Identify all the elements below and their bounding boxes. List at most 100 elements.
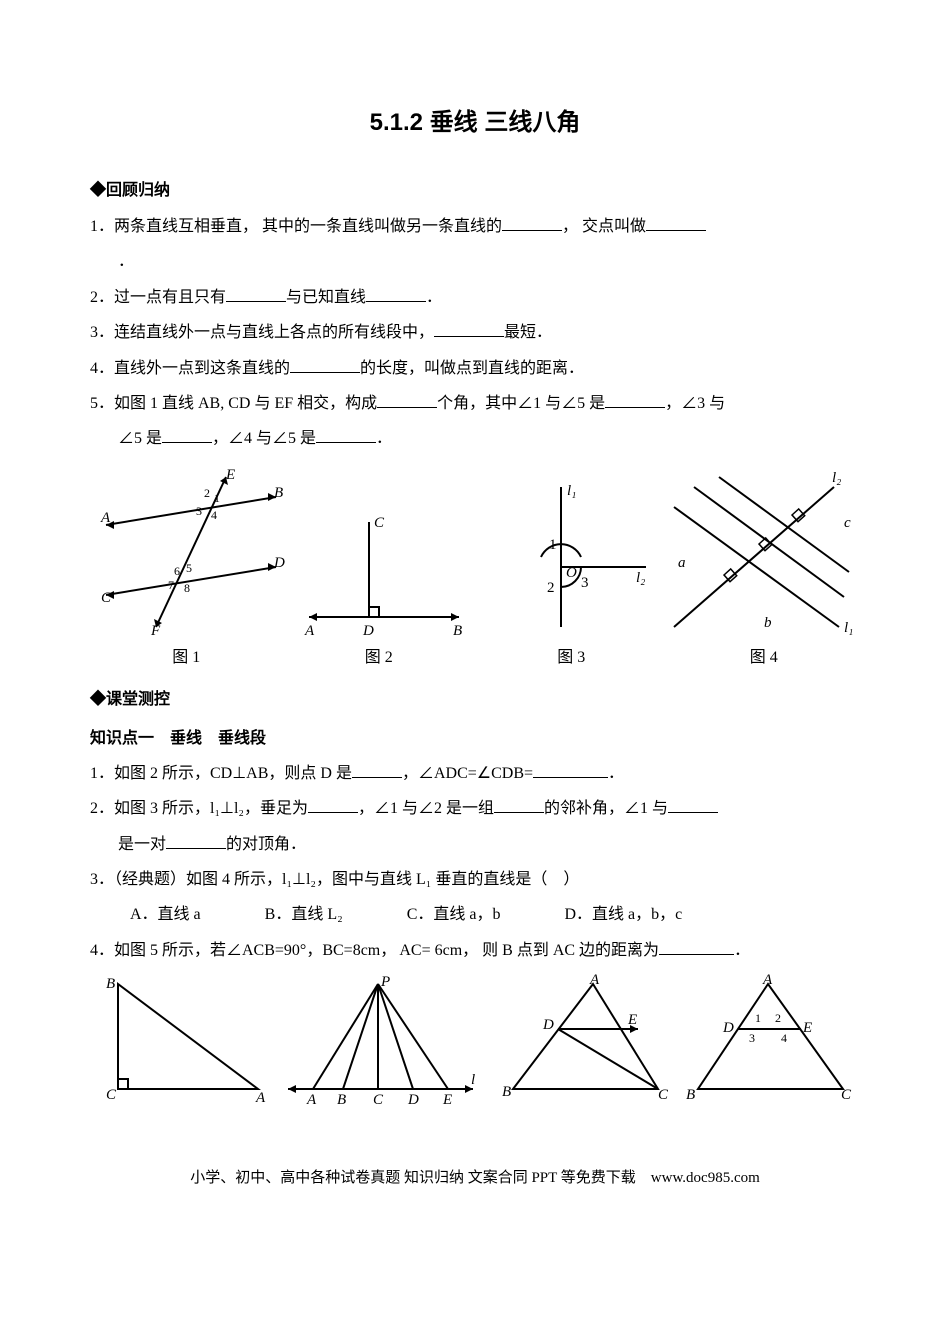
option-a: A．直线 a — [130, 900, 201, 930]
svg-text:3: 3 — [749, 1031, 755, 1045]
test-q3: 3．（经典题）如图 4 所示，l₁⊥l₂，图中与直线 L₁ 垂直的直线是（ ） — [90, 865, 860, 895]
svg-text:P: P — [380, 974, 390, 990]
text: 的邻补角，∠1 与 — [544, 800, 668, 817]
text: 个角，其中∠1 与∠5 是 — [437, 395, 605, 412]
svg-text:2: 2 — [547, 580, 555, 596]
page-footer: 小学、初中、高中各种试卷真题 知识归纳 文案合同 PPT 等免费下载 www.d… — [90, 1164, 860, 1193]
blank — [494, 796, 544, 813]
svg-text:C: C — [106, 1087, 117, 1103]
text: ，∠ADC=∠CDB= — [402, 765, 533, 782]
figure-3: l₁ l₂ O 1 2 3 — [481, 477, 651, 637]
review-q2: 2．过一点有且只有与已知直线． — [90, 283, 860, 313]
svg-text:C: C — [841, 1087, 852, 1103]
svg-text:3: 3 — [581, 575, 589, 591]
svg-text:A: A — [762, 974, 773, 988]
blank — [166, 832, 226, 849]
svg-text:c: c — [844, 515, 851, 531]
section-review-head: ◆回顾归纳 — [90, 176, 860, 206]
blank — [352, 761, 402, 778]
caption-fig3: 图 3 — [475, 643, 668, 673]
option-c: C．直线 a，b — [407, 900, 501, 930]
test-q4: 4．如图 5 所示，若∠ACB=90°，BC=8cm， AC= 6cm， 则 B… — [90, 936, 860, 966]
svg-text:A: A — [306, 1092, 317, 1104]
review-q5-cont: ∠5 是，∠4 与∠5 是． — [118, 424, 860, 454]
svg-text:F: F — [150, 623, 161, 637]
svg-text:1: 1 — [214, 491, 220, 505]
text: 是一对 — [118, 836, 166, 853]
svg-text:D: D — [542, 1017, 554, 1033]
figure-7: A B C D E — [498, 974, 668, 1104]
svg-text:l₁: l₁ — [567, 483, 576, 499]
text: 3．连结直线外一点与直线上各点的所有线段中， — [90, 324, 434, 341]
text: 2．过一点有且只有 — [90, 289, 226, 306]
svg-text:6: 6 — [174, 564, 180, 578]
svg-text:2: 2 — [204, 486, 210, 500]
text: 3．（经典题）如图 4 所示，l₁⊥l₂，图中与直线 L₁ 垂直的直线是（ ） — [90, 871, 579, 888]
svg-text:E: E — [627, 1012, 637, 1028]
blank — [162, 426, 212, 443]
svg-text:C: C — [101, 590, 112, 606]
blank — [659, 938, 734, 955]
svg-text:5: 5 — [186, 561, 192, 575]
section-test-head: ◆课堂测控 — [90, 685, 860, 715]
review-q4: 4．直线外一点到这条直线的的长度，叫做点到直线的距离． — [90, 354, 860, 384]
figure-row-2: B C A P A B C — [90, 974, 860, 1104]
text: 最短． — [504, 324, 552, 341]
text: ． — [426, 289, 442, 306]
text: ∠5 是 — [118, 430, 162, 447]
svg-text:B: B — [274, 485, 283, 501]
svg-text:C: C — [374, 515, 385, 531]
text: ． — [608, 765, 624, 782]
text: 2．如图 3 所示，l₁⊥l₂，垂足为 — [90, 800, 308, 817]
text: ，∠4 与∠5 是 — [212, 430, 316, 447]
svg-text:B: B — [106, 976, 115, 992]
svg-text:O: O — [566, 565, 577, 581]
svg-text:4: 4 — [781, 1031, 787, 1045]
svg-text:4: 4 — [211, 508, 217, 522]
blank — [646, 214, 706, 231]
svg-text:8: 8 — [184, 581, 190, 595]
text: 1．如图 2 所示，CD⊥AB，则点 D 是 — [90, 765, 352, 782]
caption-fig1: 图 1 — [90, 643, 283, 673]
svg-text:B: B — [686, 1087, 695, 1103]
test-q1: 1．如图 2 所示，CD⊥AB，则点 D 是 ，∠ADC=∠CDB= ． — [90, 759, 860, 789]
svg-text:a: a — [678, 555, 686, 571]
text: ，∠3 与 — [665, 395, 725, 412]
text: ． — [734, 942, 750, 959]
figure-1: AB CD EF 1 2 3 4 5 6 7 8 — [96, 467, 286, 637]
figure-5: B C A — [98, 974, 268, 1104]
blank — [226, 285, 286, 302]
svg-text:l₁: l₁ — [844, 620, 853, 636]
svg-text:B: B — [337, 1092, 346, 1104]
svg-text:C: C — [373, 1092, 384, 1104]
svg-text:D: D — [362, 623, 374, 637]
review-q1: 1．两条直线互相垂直， 其中的一条直线叫做另一条直线的， 交点叫做 — [90, 212, 860, 242]
text: 5．如图 1 直线 AB, CD 与 EF 相交，构成 — [90, 395, 377, 412]
svg-text:B: B — [453, 623, 462, 637]
blank — [366, 285, 426, 302]
figure-captions-1: 图 1 图 2 图 3 图 4 — [90, 643, 860, 673]
svg-text:E: E — [442, 1092, 452, 1104]
option-b: B．直线 L₂ — [265, 900, 343, 930]
svg-text:b: b — [764, 615, 772, 631]
svg-text:2: 2 — [775, 1011, 781, 1025]
svg-text:A: A — [589, 974, 600, 988]
text: 1．两条直线互相垂直， 其中的一条直线叫做另一条直线的 — [90, 218, 502, 235]
blank — [290, 356, 360, 373]
svg-text:D: D — [722, 1020, 734, 1036]
svg-text:1: 1 — [549, 537, 557, 553]
text: ，∠1 与∠2 是一组 — [358, 800, 494, 817]
svg-text:C: C — [658, 1087, 668, 1103]
text: 4．直线外一点到这条直线的 — [90, 360, 290, 377]
svg-text:E: E — [802, 1020, 812, 1036]
figure-2: A D B C — [299, 507, 469, 637]
svg-text:l₂: l₂ — [832, 470, 841, 486]
option-d: D．直线 a，b，c — [564, 900, 682, 930]
test-q2-cont: 是一对 的对顶角． — [118, 830, 860, 860]
svg-text:A: A — [304, 623, 315, 637]
review-q5: 5．如图 1 直线 AB, CD 与 EF 相交，构成 个角，其中∠1 与∠5 是… — [90, 389, 860, 419]
text: 的对顶角． — [226, 836, 306, 853]
text: 4．如图 5 所示，若∠ACB=90°，BC=8cm， AC= 6cm， 则 B… — [90, 942, 659, 959]
caption-fig2: 图 2 — [283, 643, 476, 673]
blank — [308, 796, 358, 813]
